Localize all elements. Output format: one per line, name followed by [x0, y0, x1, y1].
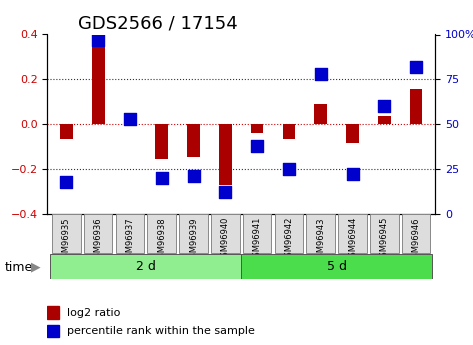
Text: GSM96944: GSM96944	[348, 217, 357, 263]
Text: GSM96936: GSM96936	[94, 217, 103, 263]
Text: GSM96946: GSM96946	[412, 217, 420, 263]
FancyBboxPatch shape	[179, 214, 208, 253]
Text: ▶: ▶	[31, 261, 40, 274]
FancyBboxPatch shape	[241, 254, 432, 279]
FancyBboxPatch shape	[116, 214, 144, 253]
Bar	[315, 104, 327, 124]
FancyBboxPatch shape	[307, 214, 335, 253]
Text: log2 ratio: log2 ratio	[67, 308, 120, 317]
Text: GSM96942: GSM96942	[284, 217, 293, 263]
Text: GSM96941: GSM96941	[253, 217, 262, 263]
Text: GSM96935: GSM96935	[62, 217, 71, 263]
Text: GSM96940: GSM96940	[221, 217, 230, 263]
Point	[158, 175, 166, 181]
Bar	[47, 325, 59, 337]
Bar	[123, 120, 136, 124]
FancyBboxPatch shape	[243, 214, 272, 253]
Bar	[282, 124, 295, 139]
FancyBboxPatch shape	[402, 214, 430, 253]
Bar	[187, 124, 200, 157]
Point	[254, 143, 261, 148]
FancyBboxPatch shape	[51, 254, 241, 279]
Bar	[92, 41, 105, 124]
Text: GDS2566 / 17154: GDS2566 / 17154	[79, 15, 238, 33]
Point	[317, 71, 324, 77]
Bar	[346, 124, 359, 143]
Text: 5 d: 5 d	[326, 260, 347, 273]
Text: GSM96945: GSM96945	[380, 217, 389, 263]
Bar	[47, 306, 59, 319]
FancyBboxPatch shape	[84, 214, 113, 253]
Point	[349, 172, 356, 177]
Point	[62, 179, 70, 184]
Bar	[251, 124, 263, 133]
Point	[95, 37, 102, 43]
Text: GSM96937: GSM96937	[125, 217, 134, 263]
Point	[412, 64, 420, 70]
Point	[285, 166, 293, 172]
Bar	[378, 116, 391, 124]
Text: GSM96938: GSM96938	[157, 217, 166, 263]
Text: GSM96943: GSM96943	[316, 217, 325, 263]
FancyBboxPatch shape	[52, 214, 81, 253]
Text: 2 d: 2 d	[136, 260, 156, 273]
Bar	[410, 89, 422, 124]
FancyBboxPatch shape	[148, 214, 176, 253]
FancyBboxPatch shape	[370, 214, 399, 253]
Text: GSM96939: GSM96939	[189, 217, 198, 263]
Bar	[219, 124, 232, 185]
Point	[126, 116, 134, 121]
FancyBboxPatch shape	[338, 214, 367, 253]
Text: percentile rank within the sample: percentile rank within the sample	[67, 326, 254, 336]
Bar	[156, 124, 168, 159]
FancyBboxPatch shape	[211, 214, 240, 253]
Point	[190, 174, 197, 179]
Point	[221, 190, 229, 195]
Point	[380, 104, 388, 109]
Text: time: time	[5, 261, 33, 274]
Bar	[60, 124, 73, 139]
FancyBboxPatch shape	[275, 214, 303, 253]
